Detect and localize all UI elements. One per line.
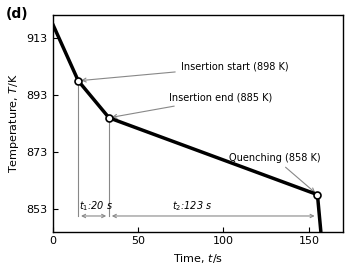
Text: Insertion start (898 K): Insertion start (898 K) [82, 61, 288, 82]
Y-axis label: Temperature, $T$/K: Temperature, $T$/K [7, 74, 21, 173]
X-axis label: Time, $t$/s: Time, $t$/s [173, 252, 223, 265]
Text: $t_2$:123 s: $t_2$:123 s [172, 199, 212, 213]
Text: Insertion end (885 K): Insertion end (885 K) [113, 93, 272, 118]
Text: Quenching (858 K): Quenching (858 K) [229, 153, 320, 192]
Text: (d): (d) [6, 7, 29, 21]
Text: $t_1$:20 s: $t_1$:20 s [79, 199, 113, 213]
